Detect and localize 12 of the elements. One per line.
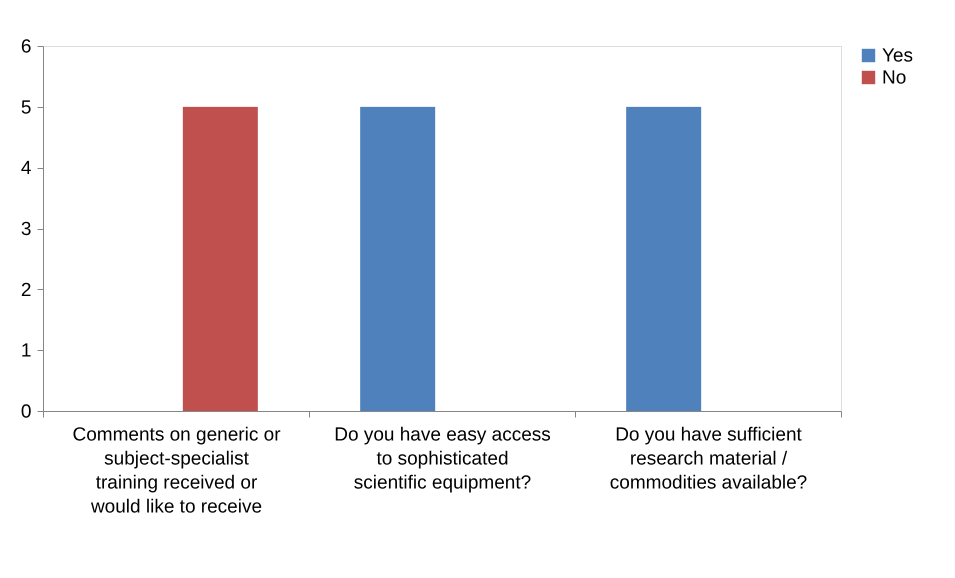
y-tick-label: 4 — [20, 158, 32, 180]
x-tick-label: Do you have sufficient research material / commodities available? — [610, 424, 808, 494]
x-tick-label: Do you have easy access to sophisticated scientific equipment? — [334, 424, 551, 494]
x-tick-label: Comments on generic or subject-specialist training received or would like to receive — [72, 424, 282, 518]
y-tick-label: 5 — [20, 97, 32, 118]
y-tick-label: 3 — [20, 219, 32, 240]
y-tick-label: 0 — [20, 402, 32, 422]
y-tick-label: 2 — [20, 280, 32, 301]
legend-label: No — [882, 68, 906, 88]
y-tick-label: 6 — [20, 36, 32, 58]
y-tick-label: 1 — [20, 340, 32, 362]
legend-label: Yes — [882, 46, 913, 66]
